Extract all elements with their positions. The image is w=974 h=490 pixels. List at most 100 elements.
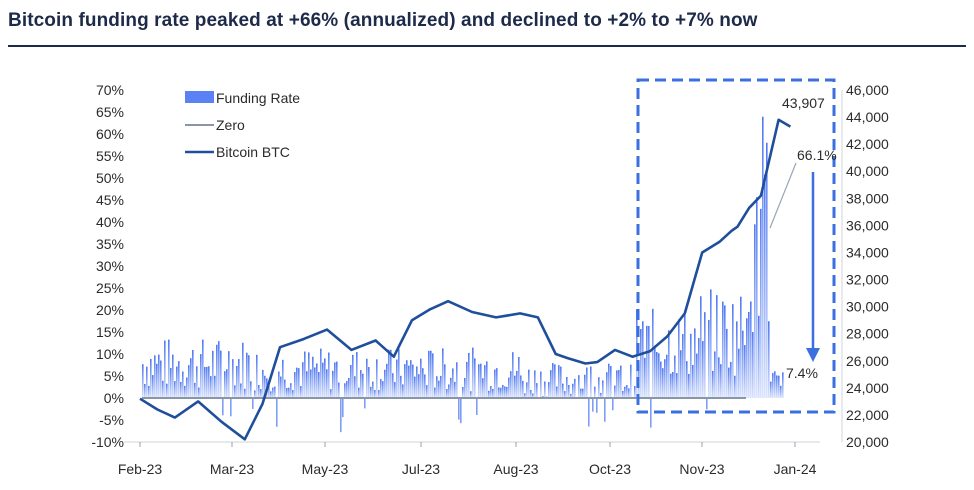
funding-rate-bar	[370, 386, 372, 398]
left-y-axis: -10% -5% 0% 5% 10% 15% 20% 25% 30% 35% 40% 45% 50% 55…	[91, 82, 124, 450]
funding-rate-bar	[782, 372, 784, 398]
funding-rate-bar	[704, 312, 706, 398]
funding-rate-bar	[448, 384, 450, 398]
funding-rate-bar	[426, 385, 428, 398]
funding-rate-bar	[148, 385, 150, 398]
funding-rate-bar	[308, 352, 310, 398]
funding-rate-bar	[288, 387, 290, 398]
x-axis-tick-label: Aug-23	[493, 461, 538, 477]
funding-rate-bar	[772, 373, 774, 398]
funding-rate-bar	[584, 374, 586, 398]
funding-rate-bar	[280, 376, 282, 398]
right-axis-tick-label: 36,000	[846, 217, 889, 233]
funding-rate-bar	[330, 389, 332, 398]
funding-rate-bar	[144, 383, 146, 398]
funding-rate-bar	[670, 373, 672, 398]
funding-rate-bar	[506, 386, 508, 398]
funding-rate-bar	[342, 398, 344, 418]
left-axis-tick-label: 45%	[96, 192, 124, 208]
funding-rate-bar	[614, 385, 616, 398]
funding-rate-bar	[552, 363, 554, 398]
funding-rate-bar	[758, 315, 760, 398]
funding-rate-bar	[518, 357, 520, 398]
funding-rate-bar	[312, 356, 314, 398]
funding-rate-bar	[624, 386, 626, 398]
left-axis-tick-label: 20%	[96, 302, 124, 318]
funding-rate-bar	[358, 387, 360, 398]
funding-rate-bar	[728, 367, 730, 398]
funding-rate-bar	[270, 391, 272, 398]
right-axis-tick-label: 42,000	[846, 136, 889, 152]
funding-rate-bar	[606, 372, 608, 398]
funding-rate-bar	[692, 364, 694, 398]
funding-rate-bar	[434, 387, 436, 398]
funding-rate-bar	[682, 334, 684, 398]
funding-rate-bar	[326, 369, 328, 398]
funding-rate-bar	[666, 354, 668, 398]
funding-rate-bar	[158, 354, 160, 398]
funding-rate-bar	[494, 369, 496, 398]
funding-rate-bar	[520, 375, 522, 398]
funding-rate-bar	[776, 375, 778, 398]
funding-rate-bar	[414, 376, 416, 398]
funding-rate-bar	[408, 365, 410, 398]
funding-rate-bar	[712, 370, 714, 398]
funding-rate-bar	[588, 398, 590, 427]
funding-rate-bar	[564, 391, 566, 398]
funding-rate-bar	[430, 350, 432, 398]
funding-rate-bar	[184, 385, 186, 398]
funding-rate-bar	[156, 363, 158, 398]
funding-rate-bar	[744, 345, 746, 398]
funding-rate-bar	[478, 364, 480, 398]
funding-rate-bar	[398, 348, 400, 398]
legend: Funding Rate Zero Bitcoin BTC	[185, 90, 300, 160]
funding-rate-bar	[194, 382, 196, 398]
funding-rate-bar	[450, 377, 452, 398]
left-axis-tick-label: 10%	[96, 346, 124, 362]
funding-rate-bar	[532, 393, 534, 398]
funding-rate-bar	[250, 381, 252, 398]
funding-rate-bar	[586, 367, 588, 398]
funding-rate-bar	[696, 353, 698, 398]
funding-rate-bar	[664, 359, 666, 398]
funding-rate-bar	[580, 388, 582, 398]
funding-rate-bar	[346, 381, 348, 398]
funding-rate-bar	[170, 367, 172, 398]
funding-rate-bar	[192, 350, 194, 398]
funding-rate-bar	[322, 362, 324, 398]
left-axis-tick-label: -5%	[99, 412, 124, 428]
x-axis-tick-label: Feb-23	[118, 461, 163, 477]
x-axis-tick-label: Jul-23	[402, 461, 440, 477]
funding-rate-bar	[644, 357, 646, 398]
funding-rate-bar	[680, 350, 682, 398]
right-axis-tick-label: 32,000	[846, 272, 889, 288]
funding-rate-bar	[498, 387, 500, 398]
funding-rate-bar	[182, 371, 184, 398]
funding-rate-bar	[336, 361, 338, 398]
funding-rate-bar	[544, 381, 546, 398]
funding-rate-bar	[354, 376, 356, 398]
funding-rate-bar	[650, 398, 652, 428]
funding-rate-bar	[456, 362, 458, 398]
right-axis-tick-label: 40,000	[846, 163, 889, 179]
funding-rate-bar	[526, 382, 528, 398]
funding-rate-bar	[226, 369, 228, 398]
funding-rate-bar	[550, 370, 552, 398]
funding-rate-bar	[774, 371, 776, 398]
right-axis-tick-label: 30,000	[846, 299, 889, 315]
funding-rate-bar	[668, 330, 670, 398]
funding-rate-bar	[750, 301, 752, 398]
funding-rate-bar	[368, 367, 370, 398]
funding-rate-bar	[272, 387, 274, 398]
funding-rate-bar	[534, 370, 536, 398]
funding-rate-bar	[548, 382, 550, 398]
funding-rate-bar	[766, 142, 768, 398]
funding-rate-bar	[166, 383, 168, 398]
funding-rate-bar	[410, 360, 412, 398]
funding-rate-bar	[488, 390, 490, 398]
funding-rate-bar	[146, 366, 148, 398]
funding-rate-bar	[672, 371, 674, 398]
funding-rate-bar	[274, 386, 276, 398]
funding-rate-bar	[736, 321, 738, 398]
funding-rate-bar	[754, 224, 756, 398]
